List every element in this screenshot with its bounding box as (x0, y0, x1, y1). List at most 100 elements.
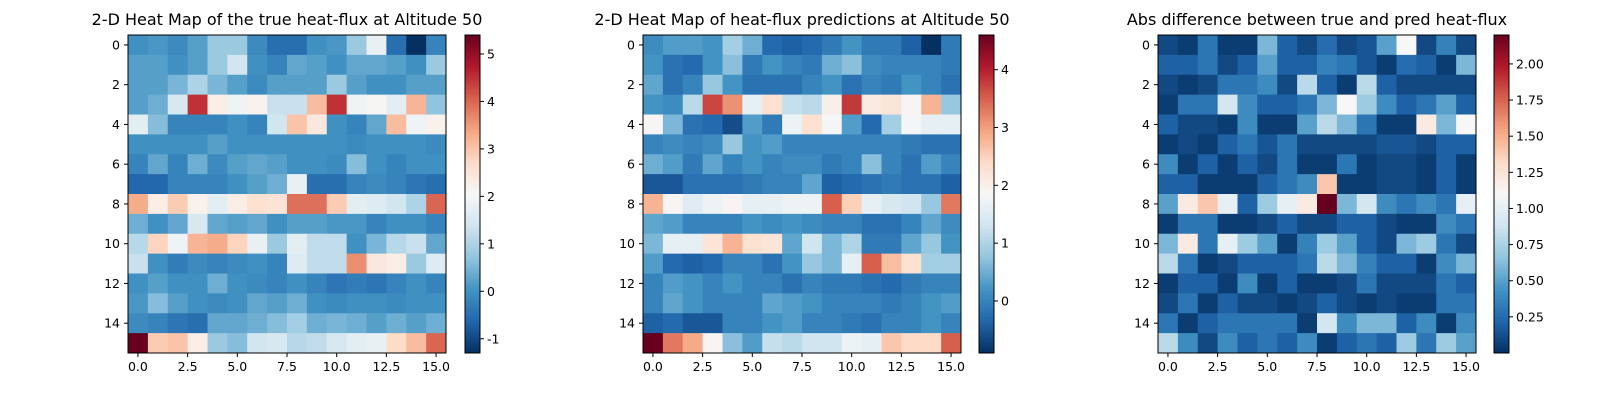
heatmap-cell (1257, 194, 1278, 215)
heatmap-cell (207, 273, 228, 294)
heatmap-cell (1396, 114, 1417, 135)
heatmap-cell (1436, 273, 1457, 294)
heatmap-cell (267, 233, 288, 255)
heatmap-cell (1456, 154, 1477, 175)
heatmap-cell (267, 74, 288, 96)
heatmap-cell (742, 154, 763, 175)
heatmap-cell (1416, 154, 1437, 175)
heatmap-cell (722, 233, 743, 255)
heatmap-cell (881, 114, 902, 135)
heatmap-cell (682, 293, 704, 314)
heatmap-cell (1197, 273, 1219, 294)
heatmap-cell (1416, 253, 1437, 274)
heatmap-cell (1158, 313, 1179, 334)
heatmap-cell (643, 134, 664, 155)
heatmap-cell (326, 273, 348, 294)
heatmap-cell (941, 174, 962, 195)
heatmap-cell (682, 313, 704, 334)
heatmap-cell (1237, 233, 1258, 255)
heatmap-cell (1277, 35, 1298, 56)
heatmap-cell (207, 154, 228, 175)
heatmap-cell (346, 174, 367, 195)
heatmap-cell (1237, 54, 1258, 76)
heatmap-cell (941, 74, 962, 96)
heatmap-cell (881, 174, 902, 195)
heatmap-cell (662, 174, 684, 195)
heatmap-cell (1277, 174, 1298, 195)
heatmap-cell (1356, 213, 1378, 235)
heatmap-cell (426, 35, 447, 56)
heatmap-cell (861, 35, 882, 56)
heatmap-cell (346, 253, 367, 274)
heatmap-cell (1396, 273, 1417, 294)
heatmap-cell (1177, 194, 1199, 215)
heatmap-cell (167, 253, 189, 274)
heatmap-cell (346, 313, 367, 334)
heatmap-cell (702, 94, 723, 115)
colorbar-tick-label: 1 (1001, 236, 1009, 251)
heatmap-cell (1197, 313, 1219, 334)
heatmap-cell (1257, 134, 1278, 155)
heatmap-cell (782, 213, 803, 235)
heatmap-cell (1336, 114, 1358, 135)
heatmap-cell (702, 233, 723, 255)
heatmap-cell (1158, 94, 1179, 115)
heatmap-cell (1158, 273, 1179, 294)
heatmap-cell (1197, 233, 1219, 255)
heatmap-cell (1336, 94, 1358, 115)
heatmap-cell (287, 74, 308, 96)
heatmap-cell (406, 194, 427, 215)
heatmap-cell (227, 35, 248, 56)
heatmap-cell (682, 333, 704, 354)
heatmap-cell (1456, 54, 1477, 76)
y-tick-label: 6 (112, 157, 120, 172)
colorbar-tick-label: 1.50 (1516, 129, 1544, 144)
x-tick-label: 10.0 (1353, 359, 1381, 374)
heatmap-cell (1217, 293, 1238, 314)
heatmap-cell (662, 134, 684, 155)
heatmap-cell (1297, 194, 1318, 215)
heatmap-cell (1336, 174, 1358, 195)
heatmap-cell (662, 154, 684, 175)
heatmap-cell (782, 35, 803, 56)
heatmap-cell (1197, 194, 1219, 215)
heatmap-cell (941, 114, 962, 135)
heatmap-cell (326, 293, 348, 314)
heatmap-cell (167, 154, 189, 175)
x-tick-label: 2.5 (1208, 359, 1228, 374)
heatmap-cell (1317, 213, 1338, 235)
heatmap-cell (227, 94, 248, 115)
heatmap-cell (682, 74, 704, 96)
heatmap-cell (1158, 293, 1179, 314)
heatmap-cell (881, 154, 902, 175)
heatmap-cell (207, 35, 228, 56)
colorbar-tick-label: 2.00 (1516, 56, 1544, 71)
heatmap-cell (643, 273, 664, 294)
x-tick-label: 12.5 (887, 359, 915, 374)
heatmap-cell (426, 134, 447, 155)
heatmap-cell (247, 35, 268, 56)
heatmap-cell (1177, 174, 1199, 195)
y-tick-label: 12 (104, 276, 120, 291)
heatmap-cell (386, 293, 407, 314)
heatmap-cell (1416, 273, 1437, 294)
heatmap-cell (662, 253, 684, 274)
heatmap-cell (426, 154, 447, 175)
heatmap-cell (802, 134, 823, 155)
heatmap-cell (1197, 174, 1219, 195)
heatmap-cell (1297, 333, 1318, 354)
y-tick-label: 12 (1134, 276, 1150, 291)
x-tick-label: 12.5 (1402, 359, 1430, 374)
heatmap-cell (921, 134, 942, 155)
heatmap-cell (742, 233, 763, 255)
heatmap-cell (306, 273, 328, 294)
heatmap-cell (1416, 233, 1437, 255)
heatmap-cell (821, 213, 843, 235)
heatmap-cell (841, 273, 863, 294)
heatmap-cell (128, 194, 149, 215)
heatmap-cell (287, 333, 308, 354)
y-tick-label: 0 (112, 37, 120, 52)
heatmap-cell (1158, 35, 1179, 56)
heatmap-cell (1257, 313, 1278, 334)
heatmap-cell (366, 194, 387, 215)
